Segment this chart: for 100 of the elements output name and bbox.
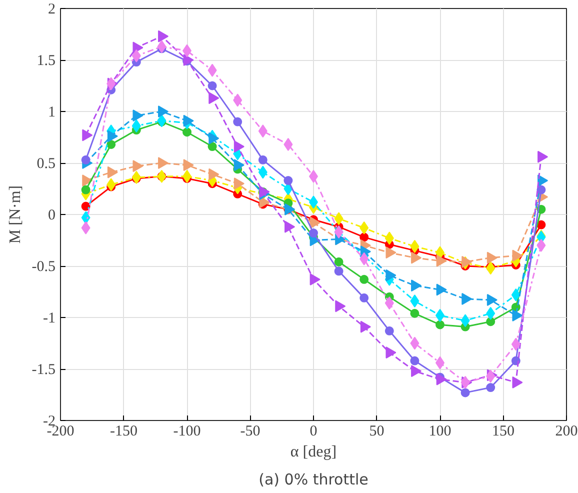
point	[182, 128, 192, 137]
point	[258, 155, 268, 164]
point	[512, 309, 523, 322]
point	[284, 138, 293, 151]
point	[233, 94, 242, 107]
point	[234, 159, 244, 172]
point	[411, 252, 422, 264]
point	[384, 326, 394, 336]
point	[460, 376, 470, 389]
y-tick-label: -0.5	[32, 259, 56, 275]
point	[538, 150, 548, 163]
point	[334, 257, 344, 266]
point	[310, 273, 320, 286]
x-tick-label: 0	[310, 424, 318, 440]
point	[360, 252, 369, 266]
point	[81, 185, 90, 194]
point	[258, 124, 268, 138]
point	[132, 42, 144, 54]
point	[486, 383, 496, 392]
point	[511, 288, 520, 302]
point	[258, 166, 268, 179]
point	[410, 240, 420, 253]
point	[106, 178, 116, 192]
point	[360, 274, 369, 284]
point	[106, 140, 116, 149]
point	[384, 232, 394, 245]
point	[386, 346, 396, 359]
point	[158, 30, 169, 42]
point	[208, 92, 220, 104]
point	[309, 228, 318, 238]
point	[132, 160, 144, 172]
point	[462, 292, 472, 305]
point	[208, 168, 220, 180]
point	[310, 216, 320, 229]
y-tick-label: 2	[48, 2, 56, 18]
point	[386, 246, 396, 259]
point	[436, 320, 444, 330]
point	[411, 365, 422, 378]
text: (a) 0% throttle	[258, 470, 368, 488]
point	[334, 212, 344, 226]
point	[462, 256, 472, 268]
y-tick-label: -1.5	[32, 362, 56, 378]
point	[386, 269, 396, 282]
point	[81, 221, 90, 234]
point	[460, 314, 470, 328]
point	[132, 119, 141, 132]
x-tick-label: 100	[428, 424, 452, 440]
point	[183, 114, 194, 127]
point	[486, 262, 496, 275]
point	[436, 284, 447, 296]
point	[512, 250, 523, 262]
point	[107, 130, 118, 142]
point	[436, 254, 447, 267]
point	[460, 388, 470, 398]
point	[81, 202, 90, 211]
point	[233, 117, 242, 126]
point	[511, 338, 520, 351]
point	[158, 157, 169, 169]
point	[82, 129, 93, 142]
point	[410, 308, 420, 318]
point	[486, 306, 496, 320]
x-tick-label: 200	[555, 424, 578, 440]
point	[284, 220, 296, 233]
point	[536, 185, 546, 194]
point	[410, 356, 420, 366]
point	[183, 54, 194, 66]
point	[208, 142, 217, 152]
point	[486, 252, 498, 264]
point	[411, 280, 422, 292]
point	[436, 373, 447, 386]
point	[157, 114, 166, 128]
point	[335, 300, 346, 312]
y-tick-label: 0.5	[36, 156, 56, 172]
point	[384, 296, 394, 310]
point	[132, 170, 141, 184]
x-tick-label: -150	[110, 424, 138, 440]
point	[284, 176, 293, 185]
x-tick-label: -100	[173, 424, 201, 440]
y-tick-label: 1	[48, 104, 56, 120]
point	[410, 336, 420, 350]
point	[208, 132, 220, 144]
point	[360, 221, 369, 234]
point	[158, 106, 169, 118]
point	[234, 140, 244, 153]
y-axis-title: M [N·m]	[6, 185, 24, 244]
y-tick-label: -1	[43, 310, 56, 326]
x-tick-label: 50	[369, 424, 384, 440]
point	[486, 317, 496, 326]
point	[536, 238, 546, 252]
x-tick-label: -50	[240, 424, 260, 440]
point	[107, 166, 118, 178]
point	[360, 293, 369, 302]
point	[360, 232, 369, 242]
x-axis-title: α [deg]	[290, 444, 337, 460]
point	[157, 40, 166, 54]
point	[486, 294, 498, 306]
point	[512, 376, 523, 388]
point	[208, 81, 217, 90]
point	[132, 49, 141, 62]
point	[334, 266, 344, 276]
